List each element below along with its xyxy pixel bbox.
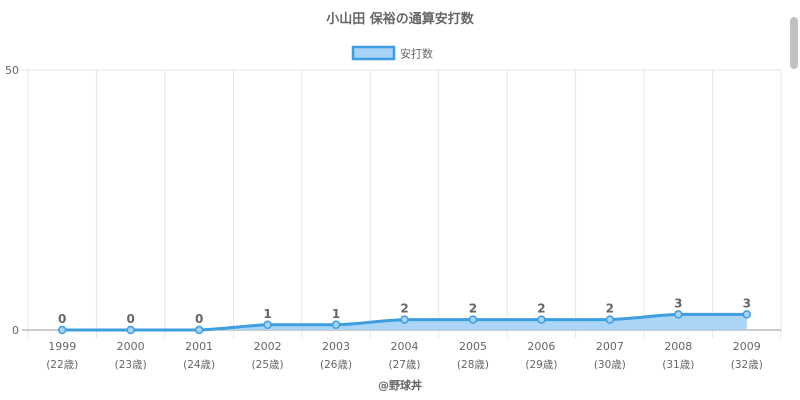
- y-tick-label: 0: [12, 324, 19, 337]
- legend-label: 安打数: [400, 47, 433, 61]
- x-tick-age-label: (22歳): [46, 359, 78, 371]
- legend[interactable]: 安打数: [351, 45, 433, 61]
- x-tick-age-label: (27歳): [388, 359, 420, 371]
- chart-title: 小山田 保裕の通算安打数: [326, 11, 475, 27]
- x-tick-age-label: (28歳): [457, 359, 489, 371]
- x-tick-age-label: (24歳): [183, 359, 215, 371]
- data-point[interactable]: [194, 325, 204, 335]
- data-point[interactable]: [742, 310, 752, 319]
- data-label: 3: [674, 296, 682, 310]
- data-point[interactable]: [263, 320, 272, 330]
- grid: [22, 69, 782, 338]
- credit-text: @野球丼: [378, 378, 422, 392]
- x-tick-label: 2006: [527, 340, 555, 353]
- data-labels: 0 0 0 1 1 2 2 2 2 3 3: [58, 296, 751, 326]
- data-label: 0: [58, 312, 66, 326]
- x-tick-age-label: (32歳): [731, 359, 763, 371]
- data-point[interactable]: [57, 325, 67, 335]
- data-point[interactable]: [400, 315, 409, 324]
- y-tick-label: 50: [5, 64, 19, 77]
- plot-area: [57, 310, 752, 335]
- data-point[interactable]: [674, 310, 683, 319]
- x-tick-label: 2000: [117, 340, 145, 353]
- data-label: 0: [127, 312, 135, 326]
- x-tick-label: 1999: [48, 340, 76, 353]
- x-tick-label: 2004: [391, 340, 419, 353]
- x-tick-label: 2008: [664, 340, 692, 353]
- data-point[interactable]: [537, 315, 546, 324]
- x-tick-label: 2007: [596, 340, 624, 353]
- data-label: 1: [263, 307, 271, 321]
- x-tick-label: 2009: [733, 340, 761, 353]
- data-label: 2: [469, 302, 477, 316]
- data-label: 2: [537, 302, 545, 316]
- legend-swatch: [351, 45, 396, 61]
- data-point[interactable]: [605, 315, 615, 324]
- data-label: 2: [606, 302, 614, 316]
- data-label: 0: [195, 312, 203, 326]
- data-point[interactable]: [126, 325, 135, 335]
- data-label: 3: [743, 296, 751, 310]
- x-tick-age-label: (23歳): [115, 359, 147, 371]
- data-label: 1: [332, 307, 340, 321]
- x-tick-label: 2002: [254, 340, 282, 353]
- axes: 0501999(22歳)2000(23歳)2001(24歳)2002(25歳)2…: [5, 64, 763, 371]
- data-label: 2: [400, 302, 408, 316]
- x-tick-age-label: (31歳): [662, 359, 694, 371]
- x-tick-age-label: (29歳): [525, 359, 557, 371]
- x-tick-label: 2001: [185, 340, 213, 353]
- x-tick-label: 2003: [322, 340, 350, 353]
- scrollbar-thumb[interactable]: [790, 17, 798, 69]
- data-point[interactable]: [331, 320, 341, 330]
- x-tick-age-label: (25歳): [252, 359, 284, 371]
- x-tick-age-label: (30歳): [594, 359, 626, 371]
- x-tick-age-label: (26歳): [320, 359, 352, 371]
- data-point[interactable]: [468, 315, 478, 324]
- x-tick-label: 2005: [459, 340, 487, 353]
